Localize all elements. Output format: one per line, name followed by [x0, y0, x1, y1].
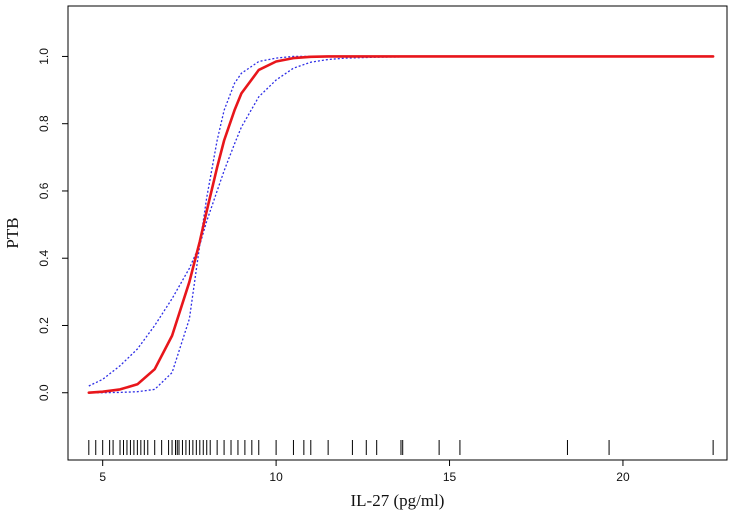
x-axis: 5 10 15 20	[99, 460, 630, 484]
y-tick-label: 1.0	[37, 48, 51, 65]
estimate-layer	[87, 55, 715, 395]
y-tick-label: 0.8	[37, 115, 51, 132]
upper-confidence-bound-line	[88, 55, 714, 387]
x-tick-label: 20	[616, 470, 630, 484]
y-tick-label: 0.6	[37, 182, 51, 199]
x-tick-label: 5	[99, 470, 106, 484]
y-axis-title: PTB	[3, 217, 22, 248]
plot-frame	[67, 5, 728, 461]
y-tick-label: 0.4	[37, 250, 51, 267]
x-tick-label: 15	[443, 470, 457, 484]
x-axis-title: IL-27 (pg/ml)	[351, 491, 445, 510]
confidence-band-layer	[88, 55, 714, 394]
rug-layer	[88, 440, 714, 455]
y-axis: 0.0 0.2 0.4 0.6 0.8 1.0	[37, 48, 68, 401]
lower-confidence-bound-line	[88, 55, 714, 394]
estimate-line	[87, 55, 715, 395]
y-tick-label: 0.0	[37, 384, 51, 401]
y-tick-label: 0.2	[37, 317, 51, 334]
x-tick-label: 10	[269, 470, 283, 484]
